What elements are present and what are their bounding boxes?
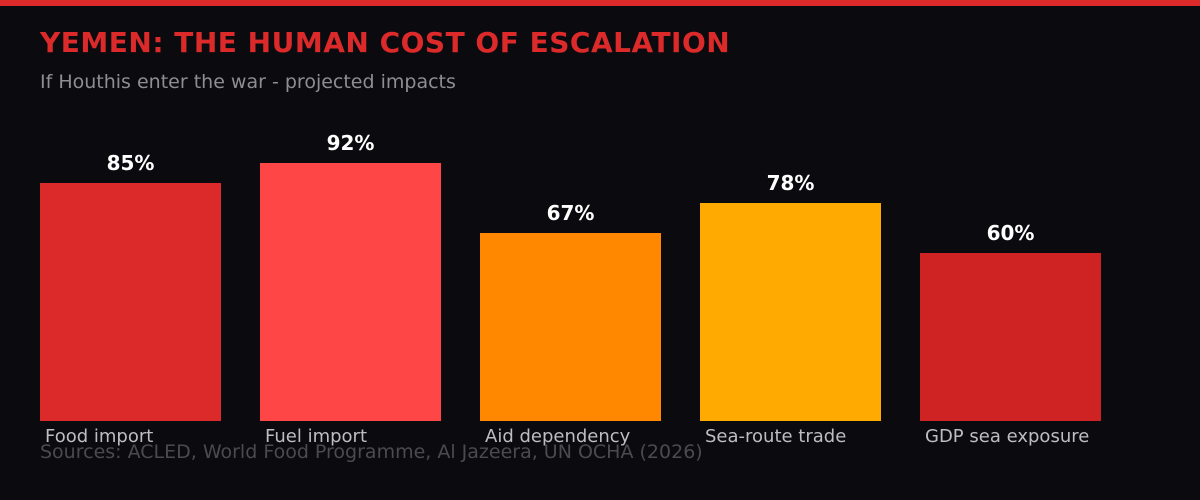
category-label: Aid dependency — [485, 426, 631, 447]
bar-value-label: 92% — [326, 131, 375, 156]
bar — [40, 183, 221, 421]
sources-note: Sources: ACLED, World Food Programme, Al… — [40, 441, 703, 463]
category-label: Fuel import — [265, 426, 368, 447]
bar-value-label: 85% — [106, 151, 155, 175]
category-label: Sea-route trade — [705, 426, 847, 447]
top-accent-bar — [0, 0, 1200, 6]
bar — [920, 253, 1101, 421]
chart-subtitle: If Houthis enter the war - projected imp… — [40, 71, 456, 93]
category-label: GDP sea exposure — [925, 426, 1090, 447]
bar — [260, 163, 441, 421]
category-label: Food import — [45, 426, 154, 447]
bar-value-label: 67% — [546, 201, 595, 226]
bar — [700, 202, 881, 421]
bar-value-label: 60% — [986, 221, 1035, 245]
bar — [480, 233, 661, 421]
bar-value-label: 78% — [766, 170, 815, 195]
chart-title: YEMEN: THE HUMAN COST OF ESCALATION — [40, 26, 731, 59]
